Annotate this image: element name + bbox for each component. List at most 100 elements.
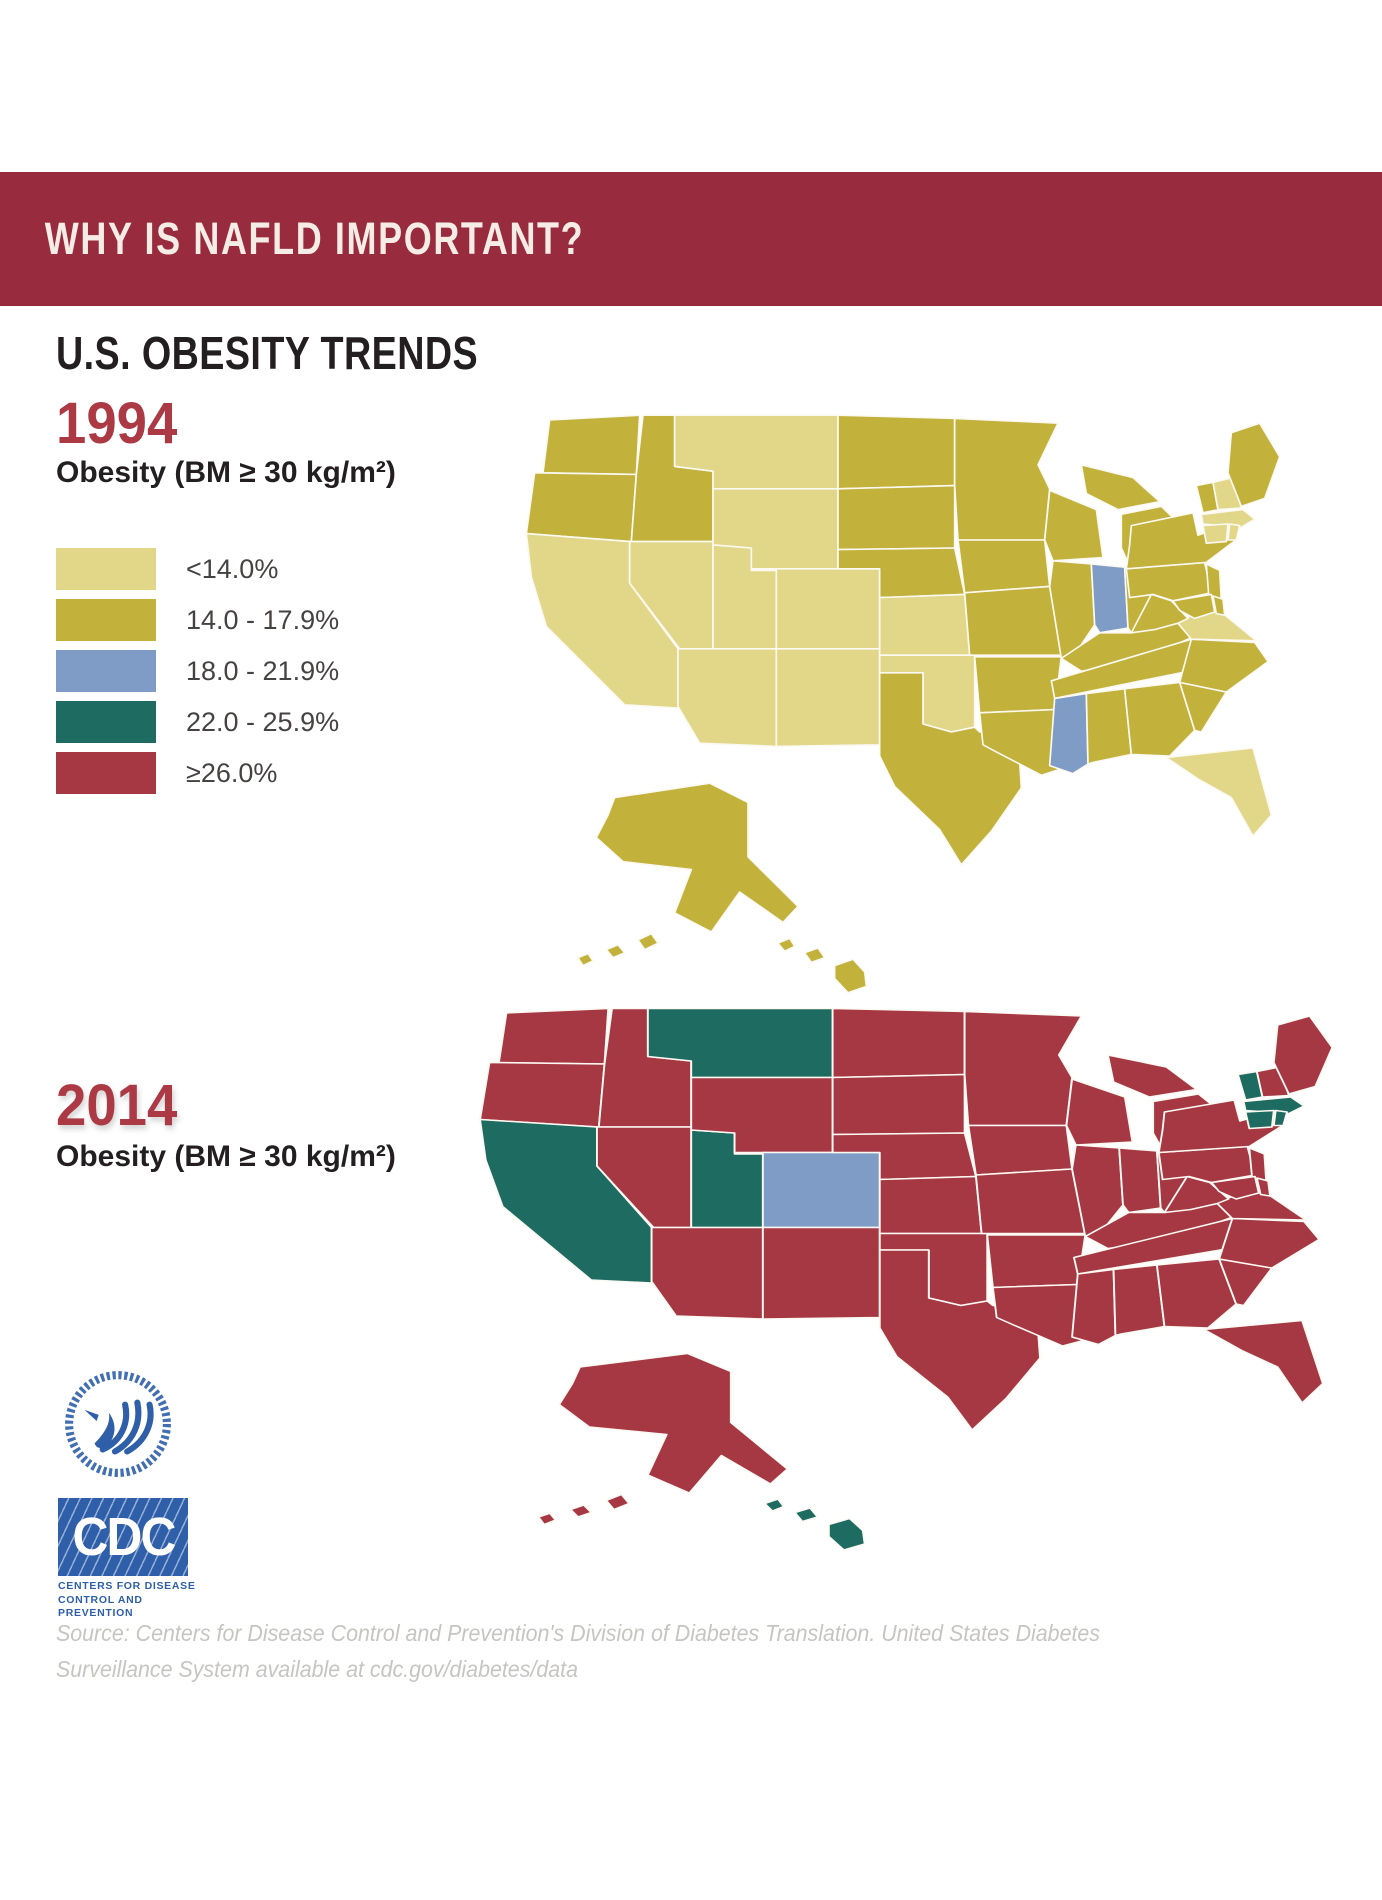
state-al bbox=[1112, 1264, 1166, 1337]
state-hi bbox=[793, 1507, 819, 1523]
state-ar bbox=[973, 656, 1063, 714]
state-hi bbox=[763, 1498, 785, 1512]
legend: <14.0% 14.0 - 17.9% 18.0 - 21.9% 22.0 - 25.… bbox=[56, 548, 339, 803]
state-az bbox=[650, 1226, 764, 1320]
state-nm bbox=[775, 648, 881, 748]
state-ms bbox=[1048, 692, 1089, 775]
cdc-acronym: CDC bbox=[71, 1507, 176, 1567]
state-mi bbox=[1106, 1054, 1198, 1098]
year-label-2014: 2014 bbox=[56, 1073, 178, 1138]
state-ma bbox=[1200, 508, 1256, 528]
state-hi bbox=[827, 1517, 866, 1551]
state-ga bbox=[1155, 1258, 1238, 1329]
cdc-logo: CDC CENTERS FOR DISEASE CONTROL AND PREV… bbox=[58, 1498, 208, 1621]
us-map-1994 bbox=[525, 414, 1281, 994]
legend-item: 14.0 - 17.9% bbox=[56, 599, 339, 641]
state-hi bbox=[803, 947, 826, 964]
legend-label: 14.0 - 17.9% bbox=[186, 604, 340, 635]
state-de bbox=[1255, 1177, 1271, 1197]
state-mo bbox=[963, 585, 1063, 656]
legend-item: <14.0% bbox=[56, 548, 339, 590]
source-line1: Source: Centers for Disease Control and … bbox=[56, 1620, 1100, 1646]
state-ak bbox=[605, 944, 626, 959]
state-ny bbox=[1125, 511, 1239, 570]
state-md bbox=[1210, 1175, 1260, 1200]
state-sd bbox=[837, 484, 956, 551]
state-hi bbox=[833, 958, 868, 994]
legend-swatch bbox=[56, 701, 156, 743]
legend-label: 18.0 - 21.9% bbox=[186, 655, 340, 686]
legend-swatch bbox=[56, 599, 156, 641]
state-wa bbox=[542, 414, 641, 476]
state-ak bbox=[595, 782, 799, 933]
state-nd bbox=[837, 414, 956, 490]
legend-label: <14.0% bbox=[186, 553, 279, 584]
state-ks bbox=[878, 593, 971, 656]
state-wi bbox=[1043, 489, 1104, 562]
state-in bbox=[1118, 1147, 1162, 1214]
state-fl bbox=[1203, 1319, 1324, 1404]
cdc-caption-line2: CONTROL AND PREVENTION bbox=[58, 1593, 143, 1620]
state-ms bbox=[1071, 1268, 1117, 1346]
state-in bbox=[1090, 563, 1129, 634]
state-ma bbox=[1242, 1096, 1305, 1115]
state-hi bbox=[777, 937, 796, 952]
state-wa bbox=[497, 1007, 610, 1065]
map-subtitle-2014: Obesity (BM ≥ 30 kg/m²) bbox=[56, 1140, 396, 1173]
map-subtitle-1994: Obesity (BM ≥ 30 kg/m²) bbox=[56, 456, 396, 489]
state-ia bbox=[957, 539, 1051, 594]
state-mn bbox=[953, 417, 1059, 541]
state-az bbox=[677, 648, 778, 748]
state-ak bbox=[569, 1504, 593, 1518]
cdc-logo-box: CDC bbox=[58, 1498, 188, 1576]
hhs-logo-icon bbox=[65, 1371, 171, 1477]
legend-item: ≥26.0% bbox=[56, 752, 339, 794]
state-mn bbox=[963, 1010, 1083, 1127]
state-sd bbox=[831, 1073, 966, 1136]
state-nd bbox=[831, 1007, 966, 1079]
state-nm bbox=[761, 1226, 881, 1320]
section-title: U.S. OBESITY TRENDS bbox=[56, 327, 479, 379]
state-ar bbox=[986, 1234, 1087, 1289]
year-label-1994: 1994 bbox=[56, 391, 178, 456]
state-ak bbox=[605, 1493, 630, 1511]
legend-label: 22.0 - 25.9% bbox=[186, 706, 340, 737]
legend-swatch bbox=[56, 752, 156, 794]
legend-label: ≥26.0% bbox=[186, 757, 278, 788]
state-wi bbox=[1065, 1078, 1134, 1146]
state-ga bbox=[1123, 681, 1196, 757]
legend-swatch bbox=[56, 548, 156, 590]
state-ia bbox=[967, 1124, 1074, 1176]
state-mi bbox=[1080, 464, 1161, 511]
state-nc bbox=[1218, 1217, 1321, 1269]
cdc-caption-line1: CENTERS FOR DISEASE bbox=[58, 1580, 196, 1592]
state-co bbox=[761, 1151, 881, 1229]
state-or bbox=[479, 1061, 606, 1128]
state-nc bbox=[1178, 638, 1269, 693]
us-map-2014 bbox=[479, 1007, 1334, 1551]
state-me bbox=[1272, 1015, 1334, 1095]
state-ak bbox=[637, 932, 659, 951]
page-title: WHY IS NAFLD IMPORTANT? bbox=[44, 213, 585, 264]
source-line2: Surveillance System available at cdc.gov… bbox=[56, 1655, 578, 1682]
state-ak bbox=[558, 1352, 789, 1494]
state-me bbox=[1227, 422, 1281, 508]
state-fl bbox=[1165, 747, 1273, 837]
legend-item: 18.0 - 21.9% bbox=[56, 650, 339, 692]
state-md bbox=[1172, 593, 1216, 620]
legend-swatch bbox=[56, 650, 156, 692]
state-or bbox=[525, 472, 638, 543]
state-ri bbox=[1227, 523, 1241, 541]
state-mo bbox=[974, 1168, 1087, 1235]
state-ak bbox=[537, 1512, 557, 1526]
cdc-caption: CENTERS FOR DISEASE CONTROL AND PREVENTI… bbox=[58, 1580, 208, 1621]
state-co bbox=[775, 568, 881, 650]
header-banner: WHY IS NAFLD IMPORTANT? bbox=[0, 172, 1382, 306]
state-ct bbox=[1244, 1109, 1275, 1130]
state-ny bbox=[1157, 1099, 1287, 1154]
state-de bbox=[1212, 595, 1226, 616]
state-ak bbox=[577, 952, 594, 967]
source-note: Source: Centers for Disease Control and … bbox=[56, 1616, 1100, 1687]
state-ks bbox=[878, 1175, 983, 1235]
